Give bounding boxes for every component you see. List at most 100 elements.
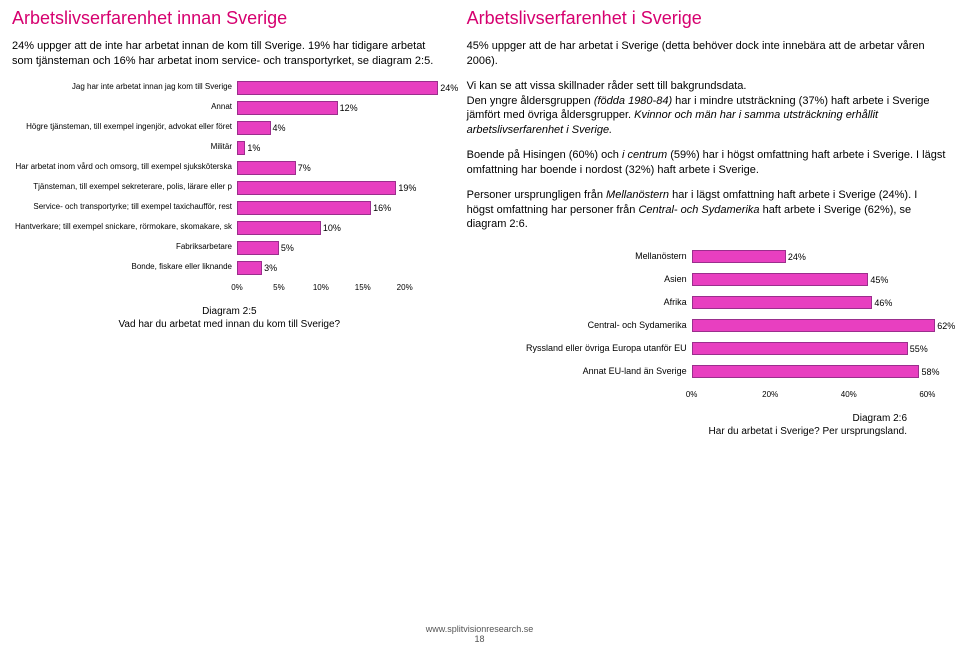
bar-value: 24% [437, 83, 458, 93]
axis-tick: 60% [919, 390, 935, 399]
bar-label: Bonde, fiskare eller liknande [12, 263, 237, 272]
bar-label: Jag har inte arbetat innan jag kom till … [12, 83, 237, 92]
bar-track: 46% [692, 296, 947, 309]
x-axis: 0%5%10%15%20% [237, 281, 447, 295]
bar-value: 19% [395, 183, 416, 193]
bar-row: Annat EU-land än Sverige58% [507, 365, 947, 378]
bar: 46% [692, 296, 873, 309]
bar-value: 55% [907, 344, 928, 354]
bar-label: Hantverkare; till exempel snickare, rörm… [12, 223, 237, 232]
bar: 12% [237, 101, 338, 115]
bar-label: Asien [507, 275, 692, 285]
axis-tick: 5% [273, 283, 285, 292]
bar-row: Har arbetat inom vård och omsorg, till e… [12, 161, 447, 175]
bar-row: Asien45% [507, 273, 947, 286]
bar-track: 1% [237, 141, 447, 155]
bar-label: Fabriksarbetare [12, 243, 237, 252]
bar-value: 5% [278, 243, 294, 253]
bar-value: 3% [261, 263, 277, 273]
bar-track: 3% [237, 261, 447, 275]
bar-track: 24% [237, 81, 447, 95]
chart-2-6-caption: Diagram 2:6 Har du arbetat i Sverige? Pe… [467, 412, 907, 438]
bar-label: Central- och Sydamerika [507, 321, 692, 331]
bar: 1% [237, 141, 245, 155]
bar-label: Militär [12, 143, 237, 152]
axis-tick: 15% [355, 283, 371, 292]
bar-track: 19% [237, 181, 447, 195]
bar-value: 4% [270, 123, 286, 133]
bar-track: 55% [692, 342, 947, 355]
bar-row: Service- och transportyrke; till exempel… [12, 201, 447, 215]
bar-track: 45% [692, 273, 947, 286]
bar-value: 45% [867, 275, 888, 285]
bar-track: 4% [237, 121, 447, 135]
bar-value: 62% [934, 321, 955, 331]
axis-tick: 0% [686, 390, 698, 399]
page-footer: www.splitvisionresearch.se 18 [0, 624, 959, 644]
bar-label: Tjänsteman, till exempel sekreterare, po… [12, 183, 237, 192]
left-intro: 24% uppger att de inte har arbetat innan… [12, 39, 447, 69]
bar-value: 1% [244, 143, 260, 153]
axis-tick: 10% [313, 283, 329, 292]
bar-track: 62% [692, 319, 947, 332]
bar-track: 12% [237, 101, 447, 115]
bar-label: Högre tjänsteman, till exempel ingenjör,… [12, 123, 237, 132]
bar-value: 24% [785, 252, 806, 262]
bar: 45% [692, 273, 869, 286]
bar-row: Bonde, fiskare eller liknande3% [12, 261, 447, 275]
bar: 62% [692, 319, 936, 332]
bar-row: Militär1% [12, 141, 447, 155]
bar: 3% [237, 261, 262, 275]
left-title: Arbetslivserfarenhet innan Sverige [12, 8, 447, 29]
x-axis: 0%20%40%60% [692, 388, 947, 402]
bar-label: Mellanöstern [507, 252, 692, 262]
bar-row: Central- och Sydamerika62% [507, 319, 947, 332]
bar-row: Tjänsteman, till exempel sekreterare, po… [12, 181, 447, 195]
right-p2: Vi kan se att vissa skillnader råder set… [467, 79, 947, 138]
bar-label: Service- och transportyrke; till exempel… [12, 203, 237, 212]
axis-tick: 40% [841, 390, 857, 399]
bar-row: Jag har inte arbetat innan jag kom till … [12, 81, 447, 95]
bar-track: 10% [237, 221, 447, 235]
bar-track: 7% [237, 161, 447, 175]
bar-value: 7% [295, 163, 311, 173]
axis-tick: 20% [397, 283, 413, 292]
bar-row: Annat12% [12, 101, 447, 115]
bar-label: Annat [12, 103, 237, 112]
bar: 19% [237, 181, 396, 195]
bar-row: Ryssland eller övriga Europa utanför EU5… [507, 342, 947, 355]
right-title: Arbetslivserfarenhet i Sverige [467, 8, 947, 29]
bar-value: 10% [320, 223, 341, 233]
bar-value: 58% [918, 367, 939, 377]
bar: 16% [237, 201, 371, 215]
bar: 7% [237, 161, 296, 175]
bar-row: Afrika46% [507, 296, 947, 309]
bar: 58% [692, 365, 920, 378]
right-p3: Boende på Hisingen (60%) och i centrum (… [467, 148, 947, 178]
bar-track: 16% [237, 201, 447, 215]
chart-2-5: Jag har inte arbetat innan jag kom till … [12, 81, 447, 295]
right-p1: 45% uppger att de har arbetat i Sverige … [467, 39, 947, 69]
bar-row: Fabriksarbetare5% [12, 241, 447, 255]
bar-label: Ryssland eller övriga Europa utanför EU [507, 344, 692, 354]
bar-row: Hantverkare; till exempel snickare, rörm… [12, 221, 447, 235]
bar-track: 24% [692, 250, 947, 263]
axis-tick: 0% [231, 283, 243, 292]
bar-label: Afrika [507, 298, 692, 308]
bar-track: 58% [692, 365, 947, 378]
bar-row: Högre tjänsteman, till exempel ingenjör,… [12, 121, 447, 135]
bar-row: Mellanöstern 24% [507, 250, 947, 263]
right-p4: Personer ursprungligen från Mellanöstern… [467, 188, 947, 233]
bar-track: 5% [237, 241, 447, 255]
bar-label: Har arbetat inom vård och omsorg, till e… [12, 163, 237, 172]
bar: 4% [237, 121, 271, 135]
bar-value: 12% [337, 103, 358, 113]
bar: 5% [237, 241, 279, 255]
chart-2-5-caption: Diagram 2:5 Vad har du arbetat med innan… [12, 305, 447, 331]
bar: 10% [237, 221, 321, 235]
bar: 55% [692, 342, 908, 355]
bar-value: 46% [871, 298, 892, 308]
chart-2-6: Mellanöstern24%Asien45%Afrika46%Central-… [507, 250, 947, 402]
axis-tick: 20% [762, 390, 778, 399]
bar: 24% [237, 81, 438, 95]
